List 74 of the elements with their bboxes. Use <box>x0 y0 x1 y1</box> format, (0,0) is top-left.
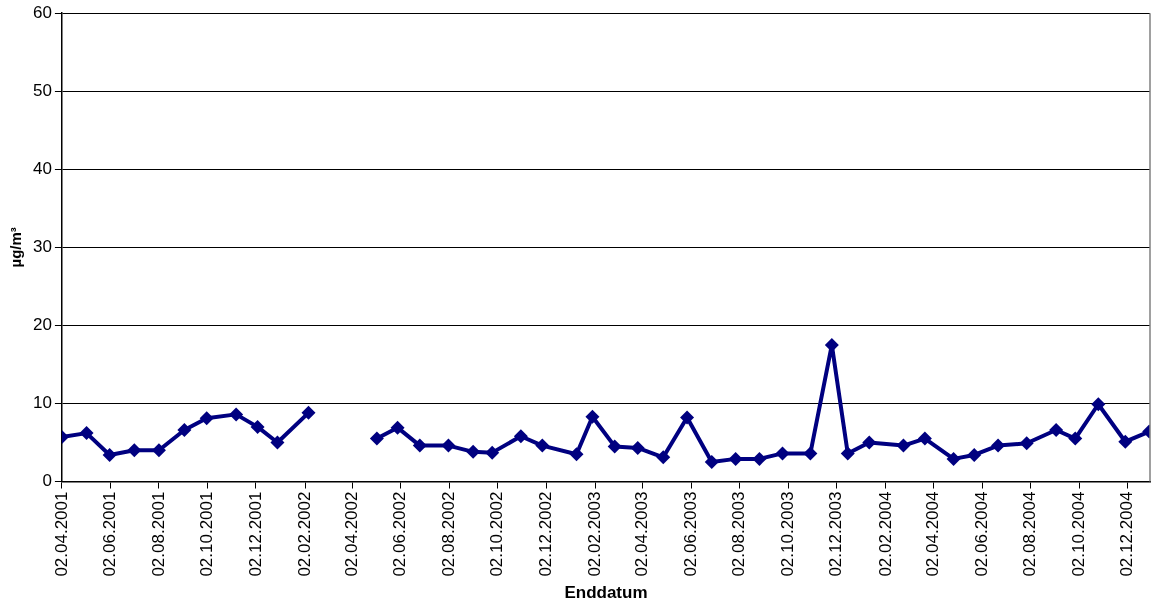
x-tick-label: 02.06.2004 <box>971 491 991 577</box>
point <box>199 411 214 426</box>
x-tick-label: 02.08.2003 <box>729 491 749 577</box>
point <box>127 443 142 458</box>
x-tick-label: 02.12.2002 <box>535 491 555 577</box>
point <box>369 431 384 446</box>
point <box>991 438 1006 453</box>
point <box>946 451 961 466</box>
point <box>630 440 645 455</box>
point <box>1019 436 1034 451</box>
x-tick-label: 02.10.2003 <box>777 491 797 577</box>
x-tick-label: 02.06.2003 <box>680 491 700 577</box>
point <box>229 407 244 422</box>
point <box>840 446 855 461</box>
point <box>862 435 877 450</box>
point <box>656 450 671 465</box>
y-axis-title: µg/m³ <box>7 227 25 268</box>
point <box>177 423 192 437</box>
point <box>301 405 316 420</box>
y-tick-label: 60 <box>32 2 52 22</box>
point <box>151 443 166 458</box>
point <box>412 438 427 453</box>
x-tick-label: 02.04.2003 <box>632 491 652 577</box>
point <box>250 419 265 434</box>
point <box>704 455 719 469</box>
x-tick-label: 02.10.2001 <box>197 491 217 577</box>
x-tick-label: 02.02.2004 <box>875 491 895 577</box>
point <box>270 435 285 450</box>
x-tick-label: 02.08.2002 <box>438 491 458 577</box>
x-tick-label: 02.10.2002 <box>487 491 507 577</box>
point <box>102 447 117 462</box>
point <box>1091 397 1106 412</box>
point <box>896 438 911 453</box>
point <box>513 429 528 444</box>
point <box>775 446 790 461</box>
x-tick-label: 02.10.2004 <box>1068 491 1088 577</box>
point <box>680 410 695 425</box>
y-tick-label: 0 <box>42 471 52 491</box>
x-tick-label: 02.04.2001 <box>51 491 71 577</box>
point <box>607 439 622 454</box>
x-tick-label: 02.04.2004 <box>923 491 943 577</box>
point <box>917 431 932 446</box>
x-tick-label: 02.12.2004 <box>1117 491 1137 577</box>
x-tick-label: 02.04.2002 <box>341 491 361 577</box>
x-tick-label: 02.02.2002 <box>294 491 314 577</box>
x-tick-label: 02.12.2003 <box>826 491 846 577</box>
point <box>824 337 839 352</box>
point <box>485 445 500 460</box>
x-tick-label: 02.08.2004 <box>1020 491 1040 577</box>
point <box>728 451 743 466</box>
x-tick-label: 02.06.2001 <box>100 491 120 577</box>
point <box>803 446 818 461</box>
point <box>1118 434 1133 449</box>
y-tick-label: 40 <box>32 158 52 178</box>
x-tick-label: 02.12.2001 <box>245 491 265 577</box>
x-axis-title: Enddatum <box>564 583 648 603</box>
x-tick-label: 02.06.2002 <box>390 491 410 577</box>
y-tick-label: 50 <box>32 80 52 100</box>
y-tick-label: 30 <box>32 237 52 257</box>
y-tick-label: 20 <box>32 315 52 335</box>
y-tick-label: 10 <box>32 393 52 413</box>
point <box>1049 423 1064 437</box>
point <box>79 426 94 441</box>
point <box>441 438 456 453</box>
x-tick-label: 02.08.2001 <box>148 491 168 577</box>
point <box>535 438 550 453</box>
point <box>967 447 982 462</box>
point <box>390 420 405 435</box>
point <box>585 409 600 424</box>
x-tick-label: 02.02.2003 <box>585 491 605 577</box>
point <box>752 451 767 466</box>
point <box>569 447 584 462</box>
point <box>1068 431 1083 446</box>
point <box>466 444 481 459</box>
